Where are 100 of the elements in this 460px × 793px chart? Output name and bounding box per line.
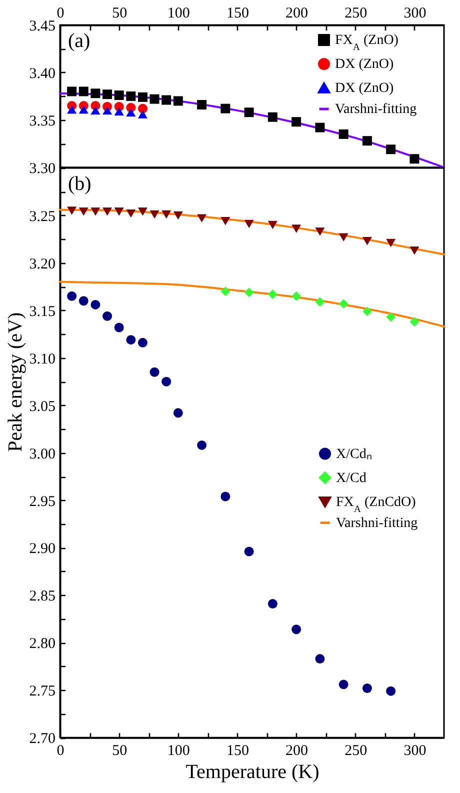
point bbox=[362, 306, 372, 316]
point bbox=[268, 290, 278, 300]
point bbox=[173, 408, 183, 418]
point bbox=[410, 317, 420, 327]
point bbox=[220, 104, 230, 114]
y-tick-label: 2.75 bbox=[29, 684, 56, 700]
point bbox=[102, 90, 112, 100]
point bbox=[244, 108, 254, 118]
line-series bbox=[59, 208, 445, 256]
point bbox=[173, 211, 183, 220]
y-tick-label: 3.20 bbox=[29, 256, 56, 272]
point bbox=[244, 546, 254, 556]
legend-label: Varshni-fitting bbox=[336, 516, 418, 531]
point bbox=[126, 335, 136, 345]
point bbox=[150, 94, 160, 104]
x-tick-label: 50 bbox=[112, 743, 128, 760]
point bbox=[268, 112, 278, 122]
y-tick-label: 3.40 bbox=[29, 66, 56, 82]
y-tick-label: 3.05 bbox=[29, 398, 56, 415]
point bbox=[90, 300, 100, 310]
point bbox=[410, 246, 420, 255]
legend-label: Varshni-fitting bbox=[335, 102, 417, 117]
point bbox=[162, 95, 172, 105]
y-tick-label: 3.30 bbox=[29, 160, 56, 177]
y-tick-label: 2.95 bbox=[29, 494, 56, 510]
point bbox=[78, 105, 88, 114]
point bbox=[126, 108, 136, 116]
y-axis-title: Peak energy (eV) bbox=[4, 312, 26, 452]
x-tick-label: 0 bbox=[56, 6, 64, 22]
point bbox=[268, 599, 278, 608]
point bbox=[362, 136, 372, 146]
point bbox=[292, 291, 302, 301]
point bbox=[268, 220, 278, 230]
point bbox=[315, 122, 325, 132]
y-tick-label: 2.80 bbox=[29, 636, 56, 652]
point bbox=[102, 106, 112, 115]
point bbox=[338, 680, 348, 690]
point bbox=[150, 210, 160, 219]
y-tick-label: 2.90 bbox=[29, 541, 56, 558]
point bbox=[78, 208, 88, 216]
x-tick-label: 0 bbox=[56, 743, 64, 760]
point bbox=[338, 299, 348, 308]
x-tick-label: 150 bbox=[226, 743, 249, 760]
annotation: (a) bbox=[68, 30, 90, 52]
point bbox=[138, 92, 148, 102]
point bbox=[197, 100, 207, 110]
point bbox=[90, 106, 100, 115]
x-tick-label: 50 bbox=[112, 6, 128, 22]
point bbox=[126, 209, 136, 218]
x-tick-label: 100 bbox=[167, 6, 190, 22]
point bbox=[173, 96, 183, 106]
y-tick-label: 3.25 bbox=[29, 208, 56, 225]
point bbox=[162, 210, 172, 219]
point bbox=[197, 214, 207, 222]
point bbox=[138, 208, 148, 216]
x-tick-label: 100 bbox=[167, 743, 190, 760]
legend-label: FX$_{A}$ (ZnCdO) bbox=[336, 494, 416, 514]
point bbox=[114, 208, 124, 216]
point bbox=[362, 236, 372, 246]
point bbox=[338, 129, 348, 139]
x-tick-label: 200 bbox=[286, 6, 308, 22]
legend-label: X/Cd bbox=[336, 470, 366, 486]
point bbox=[102, 208, 112, 216]
point bbox=[386, 686, 396, 696]
x-tick-label: 250 bbox=[344, 743, 368, 760]
point bbox=[67, 291, 77, 301]
point bbox=[197, 440, 207, 450]
point bbox=[315, 227, 325, 236]
point bbox=[338, 233, 348, 242]
point bbox=[150, 367, 160, 377]
point bbox=[220, 492, 230, 502]
point bbox=[114, 322, 124, 332]
point bbox=[114, 107, 124, 116]
legend-label: DX (ZnO) bbox=[335, 81, 394, 96]
point bbox=[220, 286, 230, 296]
point bbox=[102, 311, 112, 321]
legend-label: FX$_{A}$ (ZnO) bbox=[335, 33, 399, 52]
point bbox=[386, 312, 396, 322]
x-tick-label: 200 bbox=[286, 743, 308, 760]
x-tick-label: 300 bbox=[404, 6, 426, 22]
point bbox=[138, 110, 148, 118]
point bbox=[315, 654, 325, 664]
x-axis-title: Temperature (K) bbox=[186, 761, 320, 784]
point bbox=[114, 90, 124, 100]
annotation: (b) bbox=[68, 173, 92, 195]
legend-label: DX (ZnO) bbox=[335, 57, 394, 72]
y-tick-label: 3.15 bbox=[29, 304, 56, 320]
point bbox=[410, 154, 420, 164]
line-series bbox=[59, 280, 445, 328]
point bbox=[386, 238, 396, 248]
point bbox=[78, 86, 88, 96]
point bbox=[244, 288, 254, 298]
point bbox=[126, 91, 136, 101]
point bbox=[78, 296, 88, 306]
point bbox=[292, 624, 302, 634]
y-tick-label: 2.85 bbox=[29, 588, 56, 605]
point bbox=[362, 684, 372, 693]
y-tick-label: 3.35 bbox=[29, 113, 56, 130]
point bbox=[90, 88, 100, 98]
y-tick-label: 3.10 bbox=[29, 351, 56, 368]
